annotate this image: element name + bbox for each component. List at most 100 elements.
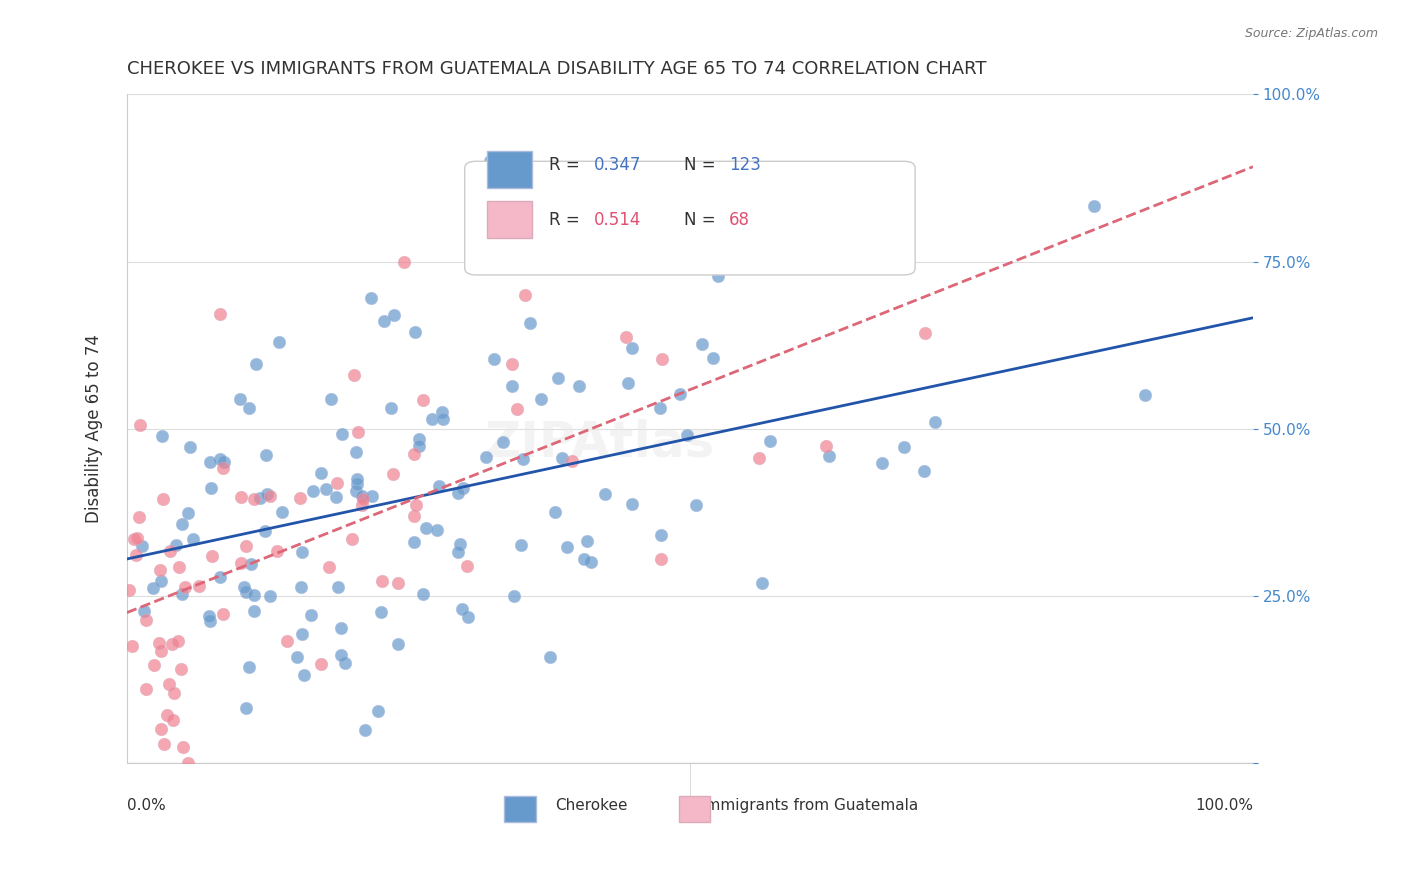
- Point: [155, 707, 177, 722]
- Point: [449, 537, 471, 551]
- Point: [170, 517, 193, 532]
- Point: [370, 605, 392, 619]
- Point: [135, 614, 157, 628]
- Point: [482, 352, 505, 367]
- Point: [177, 506, 200, 520]
- Point: [382, 467, 405, 481]
- Point: [208, 452, 231, 467]
- Point: [557, 541, 579, 555]
- Point: [408, 432, 430, 446]
- Point: [142, 581, 165, 595]
- Point: [538, 649, 561, 664]
- Point: [131, 540, 153, 554]
- Point: [617, 376, 640, 390]
- Point: [651, 351, 673, 366]
- Point: [285, 649, 308, 664]
- Point: [211, 607, 233, 621]
- Point: [415, 521, 437, 535]
- Point: [387, 576, 409, 591]
- Point: [412, 393, 434, 408]
- Point: [326, 476, 349, 491]
- Point: [256, 448, 278, 462]
- Point: [893, 440, 915, 454]
- Point: [187, 579, 209, 593]
- Text: 68: 68: [730, 211, 751, 229]
- Point: [751, 576, 773, 591]
- Point: [125, 548, 148, 562]
- Point: [148, 635, 170, 649]
- Point: [302, 484, 325, 499]
- Point: [179, 440, 201, 454]
- Point: [271, 505, 294, 519]
- Point: [174, 580, 197, 594]
- Point: [530, 392, 553, 406]
- Point: [181, 532, 204, 546]
- Point: [561, 454, 583, 468]
- Point: [231, 556, 253, 570]
- Point: [229, 490, 252, 504]
- Point: [165, 538, 187, 552]
- Point: [404, 534, 426, 549]
- Point: [479, 154, 502, 169]
- Point: [259, 589, 281, 603]
- Point: [249, 491, 271, 505]
- Point: [329, 648, 352, 662]
- Point: [408, 439, 430, 453]
- Point: [551, 450, 574, 465]
- Point: [162, 713, 184, 727]
- Point: [319, 392, 342, 406]
- Bar: [679, 797, 710, 822]
- Text: 0.0%: 0.0%: [127, 797, 166, 813]
- Point: [290, 580, 312, 594]
- Point: [346, 472, 368, 486]
- Point: [238, 660, 260, 674]
- Point: [676, 428, 699, 442]
- Point: [315, 482, 337, 496]
- Point: [330, 426, 353, 441]
- Point: [509, 538, 531, 552]
- Point: [240, 557, 263, 571]
- Point: [405, 499, 427, 513]
- Point: [259, 489, 281, 503]
- Point: [228, 392, 250, 406]
- Point: [707, 268, 730, 283]
- Bar: [488, 152, 533, 188]
- Point: [1133, 388, 1156, 402]
- Point: [506, 401, 529, 416]
- Point: [256, 487, 278, 501]
- Point: [501, 358, 523, 372]
- Point: [648, 401, 671, 416]
- Point: [157, 677, 180, 691]
- Point: [456, 558, 478, 573]
- Point: [208, 569, 231, 583]
- Text: N =: N =: [685, 155, 721, 174]
- Point: [328, 581, 350, 595]
- Point: [575, 533, 598, 548]
- Point: [325, 490, 347, 504]
- Point: [266, 543, 288, 558]
- Point: [572, 551, 595, 566]
- Point: [330, 621, 353, 635]
- Point: [235, 539, 257, 553]
- Point: [502, 589, 524, 603]
- Point: [447, 486, 470, 500]
- Point: [447, 544, 470, 558]
- Point: [134, 604, 156, 618]
- Point: [198, 609, 221, 624]
- Point: [515, 288, 537, 302]
- Point: [209, 307, 232, 321]
- Point: [160, 637, 183, 651]
- Point: [501, 379, 523, 393]
- Point: [427, 479, 450, 493]
- Point: [748, 450, 770, 465]
- Point: [152, 491, 174, 506]
- Point: [593, 487, 616, 501]
- Point: [373, 314, 395, 328]
- Point: [150, 574, 173, 589]
- Point: [172, 739, 194, 754]
- Point: [519, 316, 541, 330]
- Point: [914, 326, 936, 340]
- Point: [412, 587, 434, 601]
- Point: [243, 492, 266, 507]
- Text: Source: ZipAtlas.com: Source: ZipAtlas.com: [1244, 27, 1378, 40]
